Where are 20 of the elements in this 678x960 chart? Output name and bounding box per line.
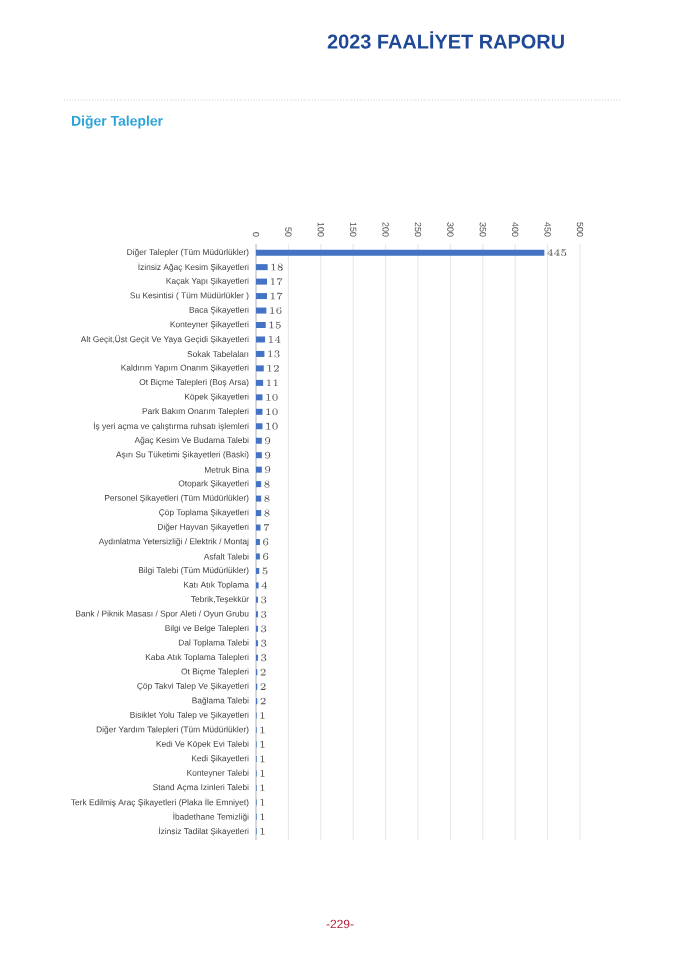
bar [256, 466, 262, 473]
bar [256, 379, 264, 386]
bar [256, 336, 266, 343]
bar [256, 307, 267, 314]
bar [256, 365, 264, 372]
bar [256, 350, 265, 357]
bar [256, 423, 263, 430]
bar [256, 264, 268, 271]
bar [256, 249, 545, 256]
bar [256, 278, 268, 285]
bar [256, 394, 263, 401]
bar [256, 437, 262, 444]
bar [256, 408, 263, 415]
bar [256, 452, 262, 459]
bar [256, 510, 262, 517]
bar [256, 293, 268, 300]
bar [256, 495, 262, 502]
text: 2023 FAALİYET RAPORU [327, 31, 564, 49]
bar [256, 322, 266, 329]
bar [256, 481, 262, 488]
